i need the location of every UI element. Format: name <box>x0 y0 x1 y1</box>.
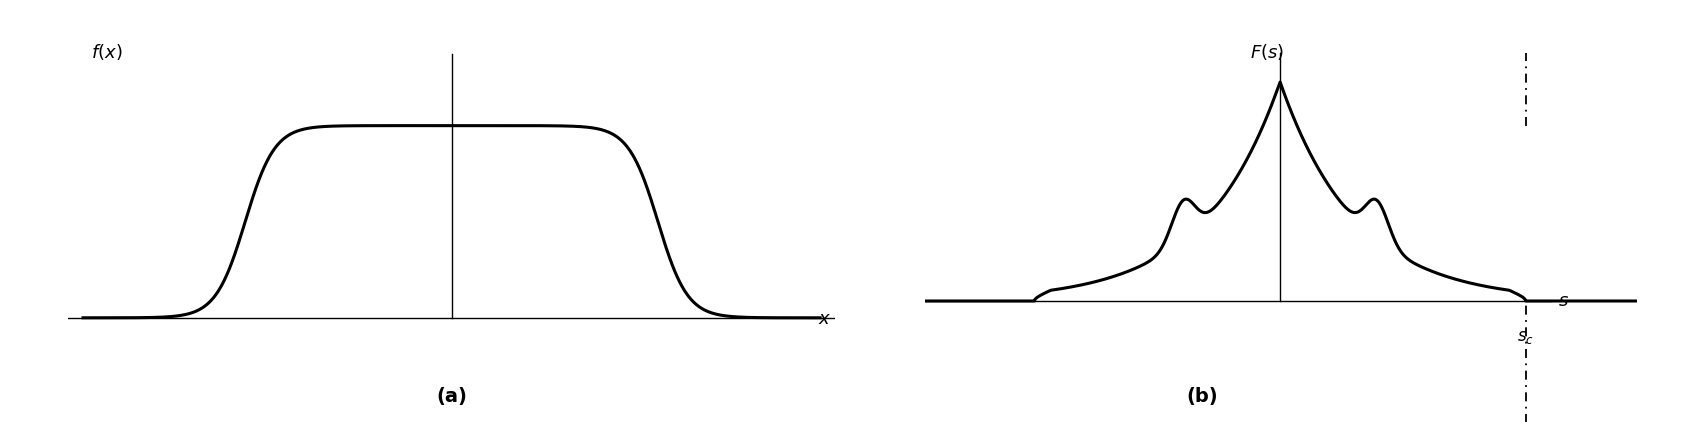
Text: $s_c$: $s_c$ <box>1516 329 1533 346</box>
Text: $f(x)$: $f(x)$ <box>90 42 123 62</box>
Text: $x$: $x$ <box>817 309 830 327</box>
Text: (a): (a) <box>436 387 467 406</box>
Text: $F(s)$: $F(s)$ <box>1248 42 1284 62</box>
Text: $s$: $s$ <box>1557 292 1569 310</box>
Text: (b): (b) <box>1185 387 1217 406</box>
